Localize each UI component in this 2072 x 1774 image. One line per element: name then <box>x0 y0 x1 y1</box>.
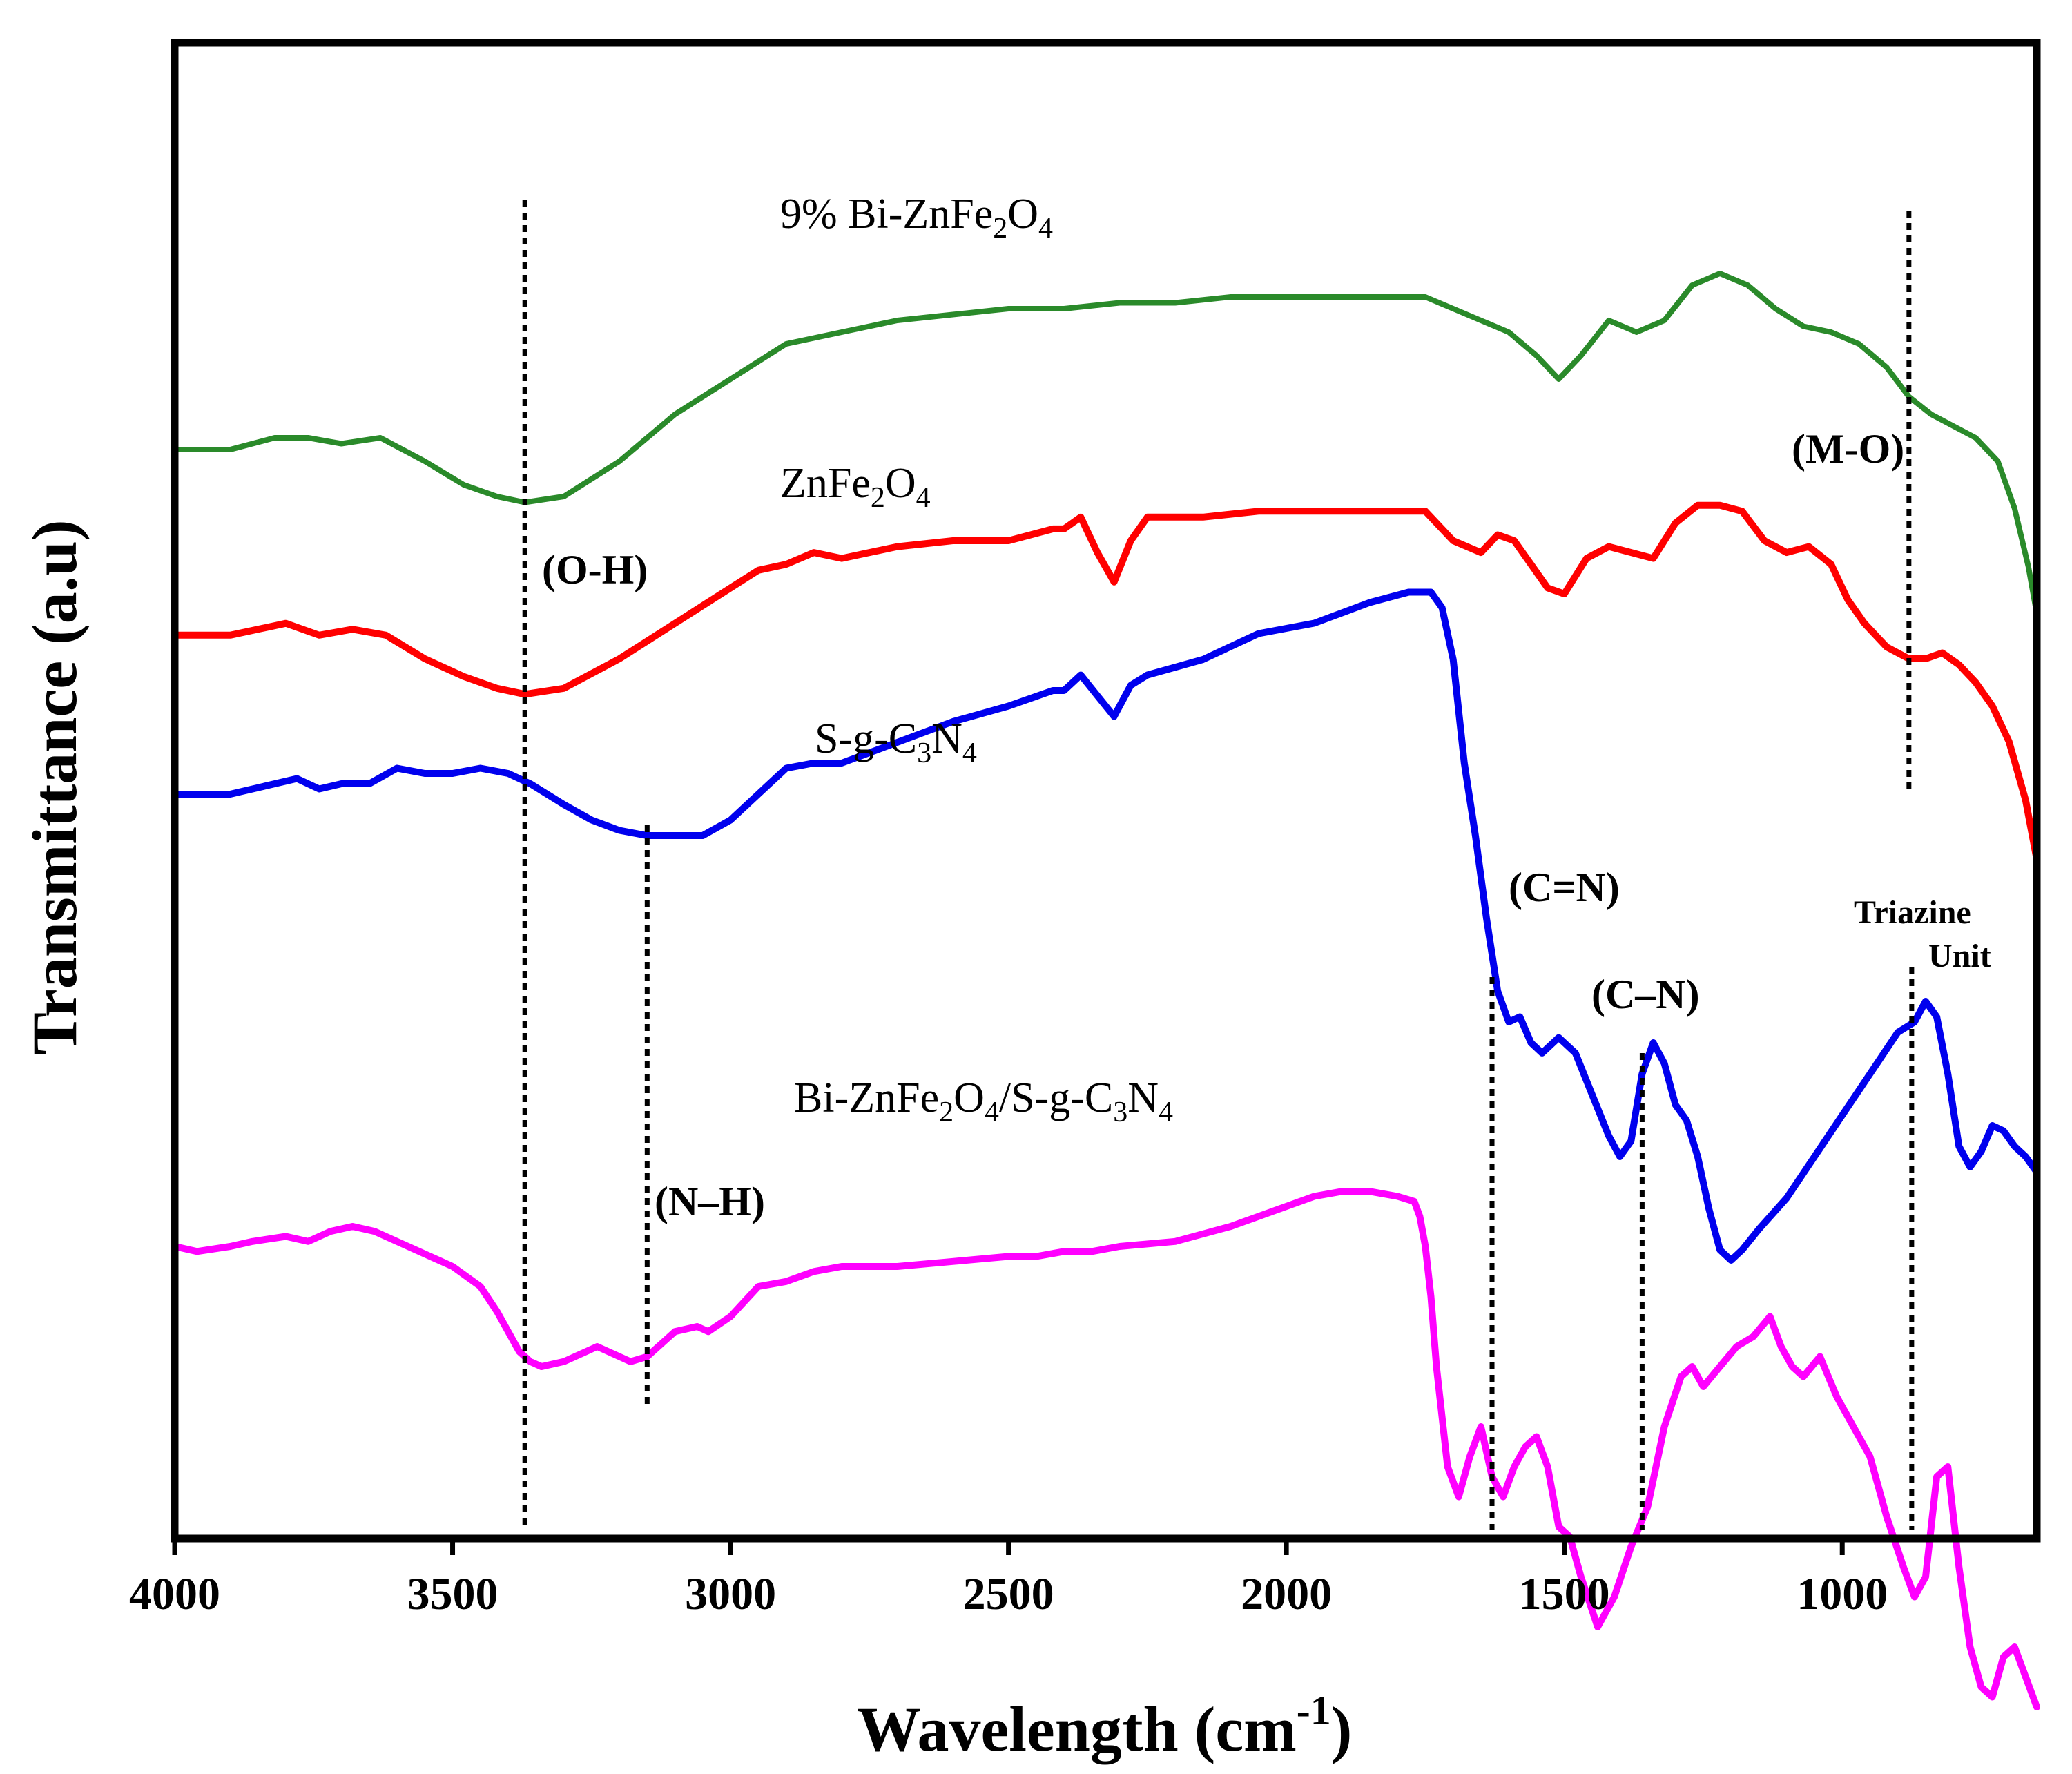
series-line-4 <box>171 1188 2040 1710</box>
series-line-1 <box>172 271 2040 617</box>
reference-lines <box>522 200 1915 1530</box>
x-tick-label-1000: 1000 <box>1797 1569 1888 1619</box>
annotation-o-h: (O-H) <box>542 547 648 592</box>
annotation-triazine: Triazine <box>1854 894 1971 931</box>
series-layer <box>171 271 2040 1710</box>
x-tick-label-1500: 1500 <box>1519 1569 1610 1619</box>
plot-frame <box>171 39 2041 1543</box>
annotation-c-n: (C–N) <box>1591 972 1700 1017</box>
x-axis-title: Wavelength (cm-1) <box>858 1688 1353 1764</box>
x-tick-label-3500: 3500 <box>407 1569 498 1619</box>
x-tick-label-3000: 3000 <box>685 1569 776 1619</box>
y-axis-title: Transmittance (a.u) <box>19 519 90 1054</box>
series-label-s-g-c3n4: S-g-C3N4 <box>815 715 977 769</box>
annotation-unit: Unit <box>1928 938 1991 974</box>
x-tick-label-4000: 4000 <box>129 1569 220 1619</box>
series-label-bi-znfe2o4: 9% Bi-ZnFe2O4 <box>780 191 1053 244</box>
annotation-m-o: (M-O) <box>1792 426 1904 472</box>
annotation-c-eq-n: (C=N) <box>1509 865 1620 910</box>
x-tick-label-2000: 2000 <box>1241 1569 1332 1619</box>
annotation-n-h: (N–H) <box>655 1179 765 1224</box>
x-ticks: 4000 3500 3000 2500 2000 1500 1000 <box>129 1539 1888 1619</box>
series-label-znfe2o4: ZnFe2O4 <box>780 460 931 514</box>
series-line-2 <box>171 501 2040 863</box>
x-tick-label-2500: 2500 <box>963 1569 1054 1619</box>
series-line-3 <box>171 588 2040 1264</box>
series-label-composite: Bi-ZnFe2O4/S-g-C3N4 <box>794 1074 1173 1128</box>
